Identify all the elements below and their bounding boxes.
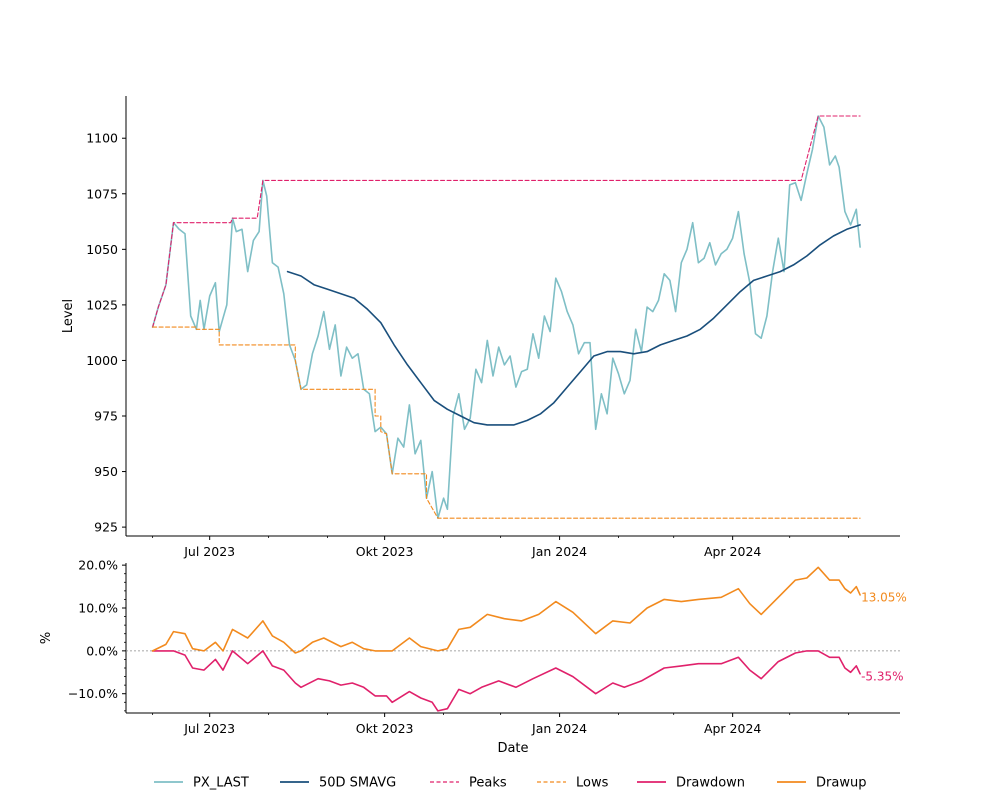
series-drawup-line [151, 566, 861, 654]
pct-y-tick-label: 20.0% [78, 558, 118, 573]
series-drawdown-line [151, 650, 861, 712]
level-y-tick-label: 975 [94, 409, 118, 424]
level-y-tick-label: 950 [94, 464, 118, 479]
pct-y-tick-label: 10.0% [78, 601, 118, 616]
series-drawup-end-label: 13.05% [861, 590, 907, 604]
pct-x-axis-title: Date [497, 741, 528, 756]
level-y-tick-label: 1050 [86, 242, 118, 257]
legend-label-px-last: PX_LAST [193, 776, 249, 791]
legend: PX_LAST 50D SMAVG Peaks Lows Drawdown Drawup [154, 776, 866, 791]
level-y-tick-label: 1000 [86, 353, 118, 368]
level-panel: 925 950 975 1000 1025 1050 1075 1100 Jul 2023 Okt… [61, 96, 900, 559]
level-y-tick-label: 1025 [86, 297, 118, 312]
pct-y-tick-label: 0.0% [86, 643, 118, 658]
level-x-tick-label: Jul 2023 [183, 544, 235, 559]
legend-label-lows: Lows [576, 776, 609, 791]
level-y-axis-title: Level [61, 299, 76, 333]
legend-label-50d-smavg: 50D SMAVG [319, 776, 396, 791]
level-x-tick-label: Okt 2023 [356, 544, 414, 559]
pct-x-tick-label: Jan 2024 [531, 721, 587, 736]
legend-label-peaks: Peaks [469, 776, 507, 791]
level-x-tick-label: Apr 2024 [704, 544, 761, 559]
series-50d-smavg-line [286, 224, 861, 426]
series-peaks-line [152, 115, 861, 328]
level-y-tick-label: 1075 [86, 186, 118, 201]
legend-label-drawdown: Drawdown [676, 776, 745, 791]
series-lows-line [152, 326, 861, 519]
pct-x-tick-label: Jul 2023 [183, 721, 235, 736]
level-x-tick-label: Jan 2024 [531, 544, 587, 559]
pct-x-tick-label: Apr 2024 [704, 721, 761, 736]
level-y-tick-label: 1100 [86, 131, 118, 146]
series-px-last-line [151, 115, 861, 520]
pct-y-tick-label: −10.0% [68, 686, 118, 701]
pct-x-tick-label: Okt 2023 [356, 721, 414, 736]
series-drawdown-end-label: -5.35% [861, 669, 903, 683]
pct-y-axis-title: % [39, 632, 54, 644]
level-y-tick-label: 925 [94, 520, 118, 535]
drawdown-panel: −10.0% 0.0% 10.0% 20.0% Jul 2023 Okt 2023 Jan … [39, 558, 907, 756]
legend-label-drawup: Drawup [816, 776, 866, 791]
